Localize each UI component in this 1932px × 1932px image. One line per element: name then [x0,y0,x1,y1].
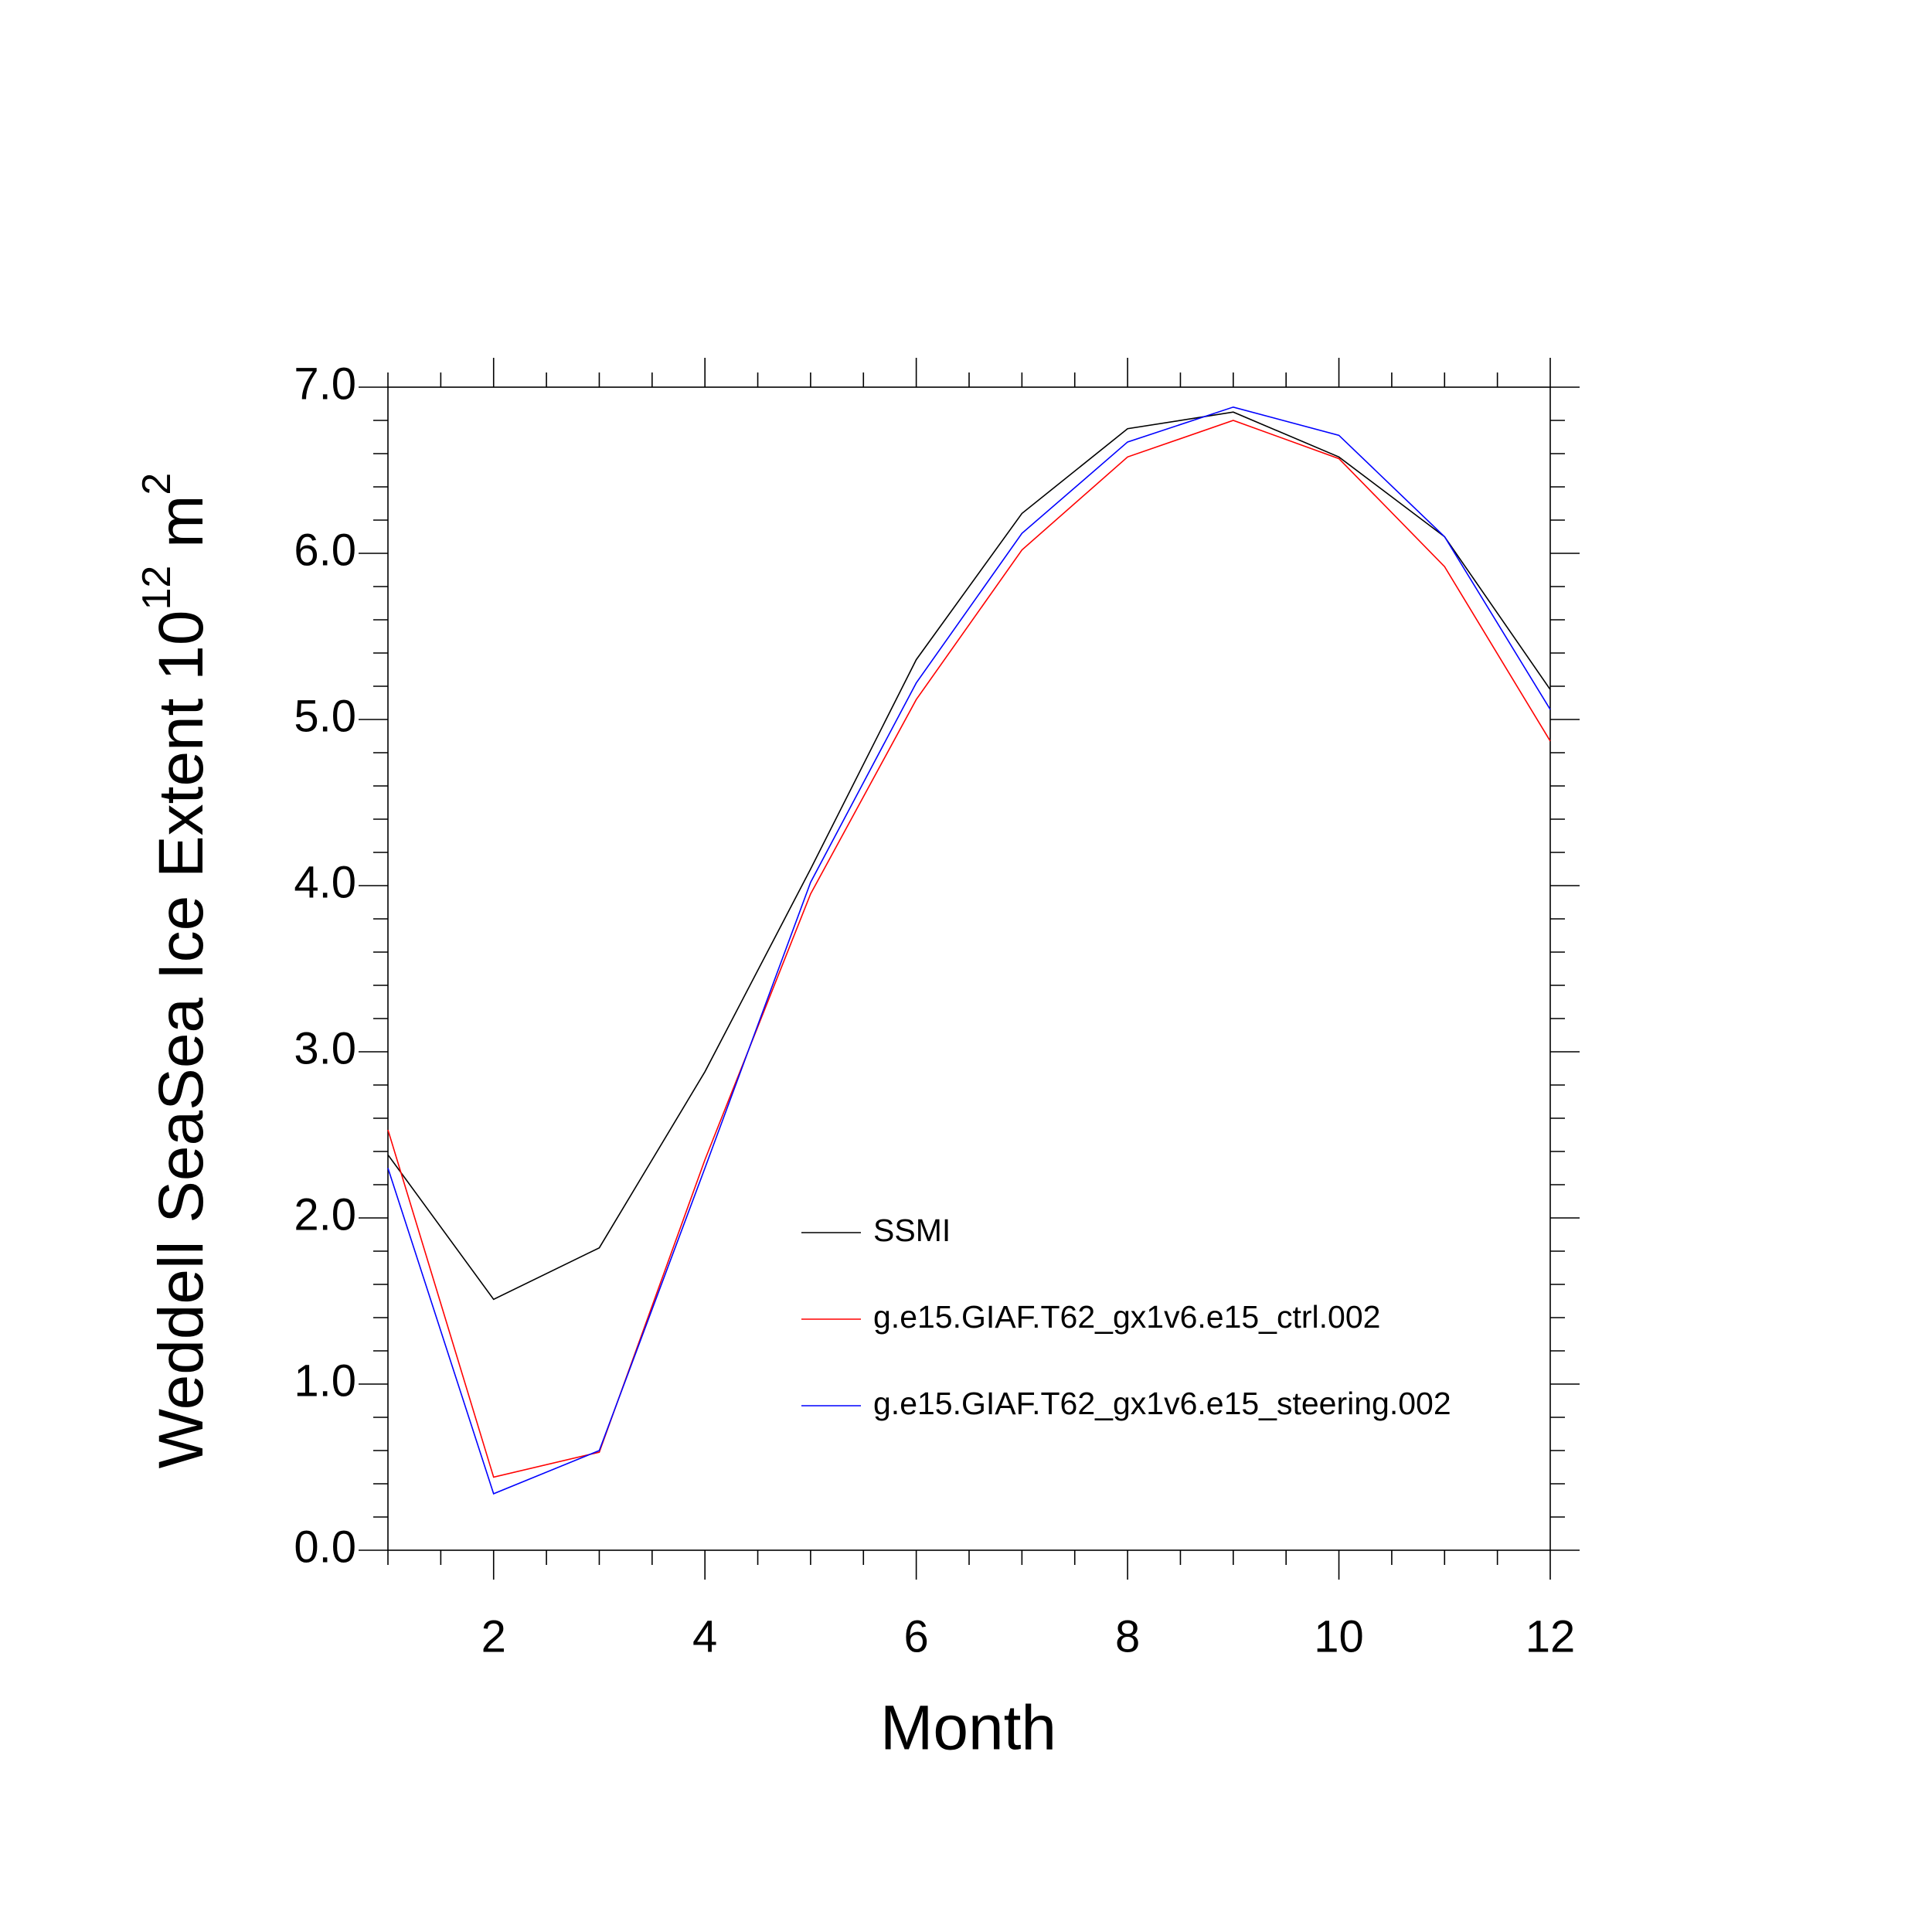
y-tick-label: 6.0 [294,525,356,575]
y-axis-label-part: 12 [134,566,179,611]
y-axis-label-part: Weddell SeaSea Ice Extent 10 [146,611,216,1469]
y-tick-label: 3.0 [294,1023,356,1073]
x-tick-label: 12 [1526,1611,1576,1662]
data-line [387,411,1551,1301]
data-line [387,406,1551,1495]
x-tick-label: 8 [1115,1611,1140,1662]
x-axis-label: Month [880,1693,1056,1764]
y-tick-label: 7.0 [294,359,356,409]
y-axis-label-part: 2 [134,473,179,495]
y-tick-label: 2.0 [294,1189,356,1240]
y-axis-label: Weddell SeaSea Ice Extent 1012 m2 [134,473,216,1469]
legend-label: SSMI [873,1213,951,1248]
data-line [387,420,1551,1478]
y-tick-label: 5.0 [294,691,356,741]
x-tick-label: 6 [904,1611,929,1662]
y-axis-label-part: m [146,495,216,566]
y-tick-label: 0.0 [294,1522,356,1572]
plot-frame [387,386,1551,1551]
y-tick-label: 4.0 [294,857,356,907]
x-tick-label: 4 [692,1611,717,1662]
x-tick-label: 2 [481,1611,506,1662]
y-tick-label: 1.0 [294,1355,356,1406]
legend-label: g.e15.GIAF.T62_gx1v6.e15_steering.002 [873,1386,1451,1421]
x-tick-label: 10 [1314,1611,1364,1662]
legend-label: g.e15.GIAF.T62_gx1v6.e15_ctrl.002 [873,1299,1380,1335]
